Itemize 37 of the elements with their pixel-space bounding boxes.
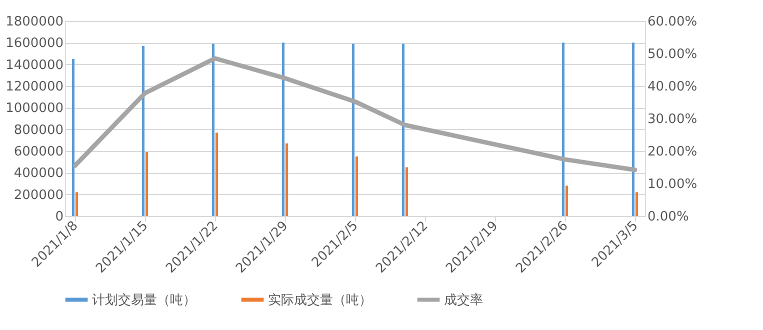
bar xyxy=(142,46,144,216)
y-tick-label: 0 xyxy=(55,210,64,224)
y-tick-label: 800000 xyxy=(14,122,64,138)
bar xyxy=(566,186,568,216)
legend-label: 成交率 xyxy=(444,292,483,308)
legend-label: 实际成交量（吨） xyxy=(268,292,372,308)
y2-tick-label: 50.00% xyxy=(648,47,698,62)
y-tick-label: 1200000 xyxy=(6,80,64,94)
y2-tick-label: 10.00% xyxy=(648,177,698,192)
bar xyxy=(356,156,358,216)
bar xyxy=(402,44,404,216)
bar xyxy=(76,192,78,216)
bar xyxy=(636,192,638,216)
legend-label: 计划交易量（吨） xyxy=(92,292,196,308)
y2-tick-label: 20.00% xyxy=(648,144,698,160)
y-tick-label: 600000 xyxy=(14,144,64,160)
line-series xyxy=(72,56,638,172)
y-tick-label: 1600000 xyxy=(6,36,64,52)
bar xyxy=(146,152,148,216)
bar xyxy=(352,44,354,216)
bar xyxy=(282,42,284,216)
y-tick-label: 400000 xyxy=(14,166,64,182)
bar xyxy=(286,143,288,216)
y2-tick-label: 0.00% xyxy=(648,210,689,224)
y-tick-label: 1800000 xyxy=(6,14,64,30)
bar xyxy=(72,58,74,216)
y-tick-label: 1400000 xyxy=(6,58,64,73)
bar xyxy=(562,42,564,216)
y-tick-label: 200000 xyxy=(14,188,64,203)
bar xyxy=(212,44,214,216)
bar xyxy=(632,42,634,216)
y2-tick-label: 60.00% xyxy=(648,14,698,30)
y2-tick-label: 30.00% xyxy=(648,112,698,127)
y2-tick-label: 40.00% xyxy=(648,80,698,94)
bar xyxy=(216,132,218,216)
bar xyxy=(406,167,408,216)
y-tick-label: 1000000 xyxy=(6,101,64,116)
